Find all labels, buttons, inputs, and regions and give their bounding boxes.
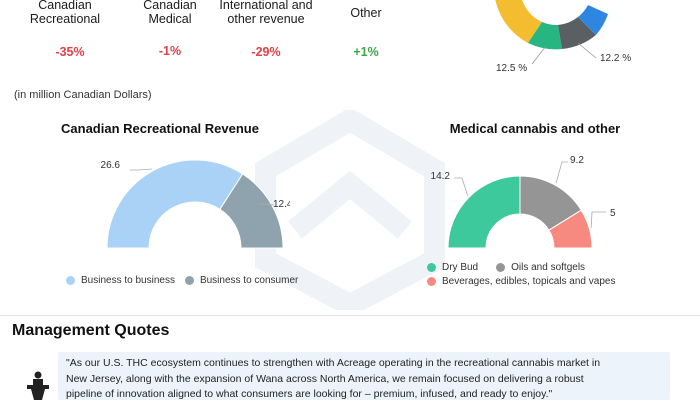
donut-slice-2 — [548, 209, 593, 249]
legend-item: Dry Bud — [427, 262, 478, 273]
donut-label-right: 12.2 % — [600, 53, 631, 64]
medical-cannabis-chart: 14.2 9.2 5 — [431, 155, 616, 249]
legend-item: Beverages, edibles, topicals and vapes — [427, 276, 615, 287]
chart-title: Medical cannabis and other — [449, 121, 621, 136]
donut-slice-0 — [447, 175, 521, 249]
legend-label: Business to business — [81, 275, 175, 286]
metric-label-line1: International and — [219, 0, 313, 12]
quote-line: New Jersey, along with the expansion of … — [66, 372, 584, 385]
legend-dot — [496, 263, 506, 272]
donut-slice-green — [528, 22, 562, 50]
metric-label-line2: Medical — [148, 12, 192, 26]
value-label: 26.6 — [101, 160, 121, 171]
metric-change: -35% — [55, 45, 85, 59]
donut-slice-yellow — [495, 0, 542, 43]
chart2-legend: Dry Bud Oils and softgels Beverages, edi… — [427, 262, 615, 287]
metric-label-line1: Canadian — [143, 0, 197, 12]
legend-dot — [184, 276, 194, 285]
metric-change: +1% — [353, 45, 379, 59]
donut-slice-1 — [219, 173, 284, 249]
management-quote: "As our U.S. THC ecosystem continues to … — [58, 352, 670, 400]
legend-dot — [427, 277, 436, 286]
donut-slice-blue — [578, 5, 608, 35]
donut-slice-dark — [558, 17, 596, 49]
value-label: 12.4 — [273, 199, 290, 210]
value-leader-line — [130, 168, 152, 171]
speaker-podium-icon — [27, 371, 49, 400]
donut-label-left: 12.5 % — [496, 63, 527, 74]
value-leader-line — [555, 161, 568, 184]
donut-slice-0 — [106, 159, 244, 249]
section-divider — [0, 315, 700, 316]
metric-label-line1: Other — [350, 6, 382, 20]
canadian-recreational-chart: 26.6 12.4 — [101, 159, 290, 249]
revenue-share-donut: 12.5 % 12.2 % — [495, 0, 631, 74]
value-leader-line — [257, 203, 275, 206]
legend-label: Dry Bud — [442, 262, 479, 273]
legend-item: Business to business — [66, 275, 175, 286]
value-label: 9.2 — [570, 155, 584, 166]
chart-title: Canadian Recreational Revenue — [61, 121, 259, 136]
section-title: Management Quotes — [12, 322, 170, 339]
legend-dot — [66, 276, 75, 285]
metric-change: -29% — [251, 45, 281, 59]
quote-line: pipeline of innovation aligned to what c… — [66, 388, 553, 400]
metric-label-line2: Recreational — [29, 12, 101, 26]
legend-dot — [427, 263, 436, 272]
quote-line: "As our U.S. THC ecosystem continues to … — [66, 357, 601, 369]
legend-item: Oils and softgels — [496, 262, 585, 273]
value-leader-line — [454, 177, 469, 196]
value-leader-line — [590, 211, 606, 228]
chart1-legend: Business to business Business to consume… — [66, 275, 298, 286]
value-label: 5 — [610, 208, 616, 219]
legend-item: Business to consumer — [184, 275, 299, 286]
legend-label: Oils and softgels — [511, 262, 586, 273]
watermark-logo — [255, 110, 445, 310]
legend-label: Beverages, edibles, topicals and vapes — [442, 276, 616, 287]
metric-label-line1: Canadian — [38, 0, 92, 12]
legend-label: Business to consumer — [199, 275, 299, 286]
metric-change: -1% — [158, 44, 182, 58]
metric-label-line2: other revenue — [227, 12, 305, 26]
units-note: (in million Canadian Dollars) — [14, 89, 152, 101]
value-label: 14.2 — [431, 171, 451, 182]
